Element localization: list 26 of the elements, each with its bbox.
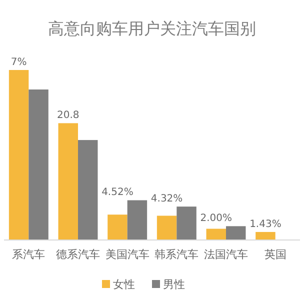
annotation: 7% [10, 57, 27, 68]
bar [28, 89, 48, 240]
data-label: 1.43% [250, 218, 282, 230]
chart-title: 高意向购车用户关注汽车国别 [48, 19, 256, 38]
x-tick-label: 法国汽车 [204, 248, 248, 261]
bar [58, 123, 78, 240]
x-tick-label: 英国 [264, 248, 286, 261]
bar [176, 206, 196, 240]
legend-label: 男性 [163, 278, 185, 291]
x-tick-label: 美国汽车 [105, 248, 150, 261]
x-tick-label: 德系汽车 [56, 248, 100, 261]
data-label: 2.00% [200, 213, 232, 224]
bar [127, 200, 148, 240]
data-label: 4.32% [150, 194, 183, 205]
bar [256, 232, 276, 240]
bar [108, 214, 128, 240]
data-label: 4.52% [102, 187, 134, 198]
bar [78, 140, 98, 240]
legend-label: 女性 [113, 278, 135, 291]
x-tick-label: 系汽车 [12, 248, 46, 261]
bar [156, 216, 177, 240]
x-tick-label: 韩系汽车 [154, 248, 199, 261]
bar [226, 226, 246, 240]
bar [206, 228, 226, 240]
bar [8, 70, 29, 240]
data-label: 20.8 [57, 110, 80, 122]
